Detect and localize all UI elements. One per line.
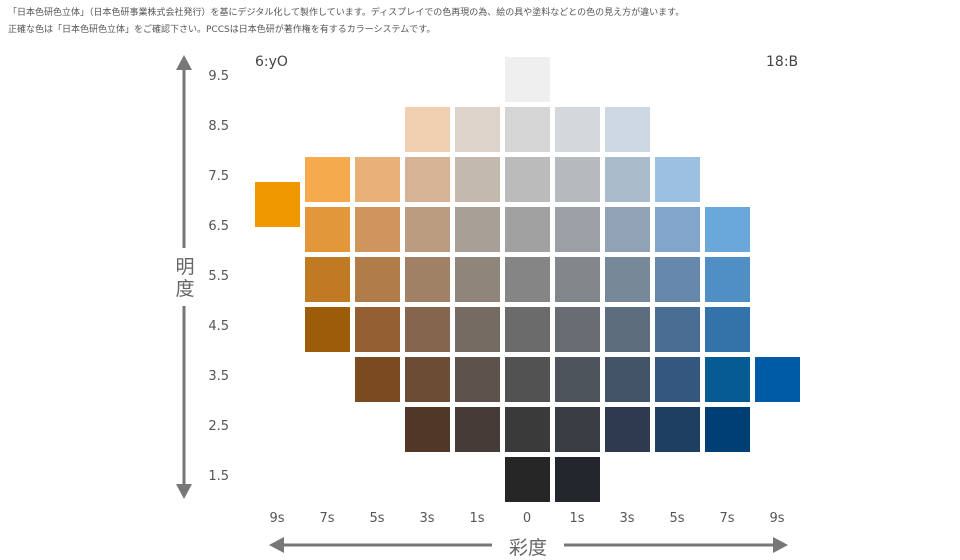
chroma-tick-label: 5s xyxy=(369,511,385,526)
color-swatch[interactable] xyxy=(455,307,500,352)
chroma-tick-label: 7s xyxy=(719,511,735,526)
color-swatch[interactable] xyxy=(405,407,450,452)
value-tick-label: 4.5 xyxy=(208,319,229,334)
color-swatch[interactable] xyxy=(505,407,550,452)
value-tick-label: 8.5 xyxy=(208,119,229,134)
color-swatch[interactable] xyxy=(455,157,500,202)
value-tick-label: 7.5 xyxy=(208,169,229,184)
color-swatch[interactable] xyxy=(505,157,550,202)
color-swatch[interactable] xyxy=(455,107,500,152)
color-swatch[interactable] xyxy=(655,357,700,402)
note-line-2: 正確な色は「日本色研色立体」をご確認下さい。PCCSは日本色研が著作権を有するカ… xyxy=(8,25,436,35)
hue-label-left: 6:yO xyxy=(255,54,288,70)
color-swatch[interactable] xyxy=(455,357,500,402)
color-swatch[interactable] xyxy=(605,257,650,302)
color-swatch[interactable] xyxy=(555,357,600,402)
color-swatch[interactable] xyxy=(655,307,700,352)
chroma-tick-label: 0 xyxy=(522,511,532,526)
color-swatch[interactable] xyxy=(555,207,600,252)
color-swatch[interactable] xyxy=(405,157,450,202)
color-swatch[interactable] xyxy=(555,157,600,202)
color-swatch[interactable] xyxy=(605,107,650,152)
color-swatch[interactable] xyxy=(705,357,750,402)
value-tick-label: 3.5 xyxy=(208,369,229,384)
color-swatch[interactable] xyxy=(755,357,800,402)
copyright-notes: 「日本色研色立体」（日本色研事業株式会社発行）を基にデジタル化して製作しています… xyxy=(8,5,684,39)
value-tick-label: 2.5 xyxy=(208,419,229,434)
chroma-axis-title: 彩度 xyxy=(508,537,547,559)
color-swatch[interactable] xyxy=(455,207,500,252)
color-swatch[interactable] xyxy=(355,207,400,252)
value-axis-arrow-down-icon xyxy=(176,484,192,499)
color-swatch[interactable] xyxy=(655,257,700,302)
color-swatch[interactable] xyxy=(605,207,650,252)
color-swatch[interactable] xyxy=(555,307,600,352)
color-swatch[interactable] xyxy=(405,257,450,302)
color-swatch[interactable] xyxy=(455,407,500,452)
color-swatch[interactable] xyxy=(355,357,400,402)
color-swatch[interactable] xyxy=(505,207,550,252)
color-swatch[interactable] xyxy=(605,307,650,352)
color-swatch[interactable] xyxy=(705,207,750,252)
color-swatch[interactable] xyxy=(305,307,350,352)
color-swatch[interactable] xyxy=(405,207,450,252)
color-swatch[interactable] xyxy=(305,257,350,302)
color-swatch[interactable] xyxy=(505,357,550,402)
color-swatch[interactable] xyxy=(655,407,700,452)
color-swatch[interactable] xyxy=(305,157,350,202)
color-swatch[interactable] xyxy=(705,307,750,352)
color-swatch[interactable] xyxy=(505,257,550,302)
color-swatch[interactable] xyxy=(355,307,400,352)
value-tick-label: 1.5 xyxy=(208,469,229,484)
color-swatch[interactable] xyxy=(305,207,350,252)
color-swatch[interactable] xyxy=(655,207,700,252)
chroma-tick-label: 1s xyxy=(469,511,485,526)
color-swatch[interactable] xyxy=(355,157,400,202)
color-swatch[interactable] xyxy=(405,357,450,402)
color-swatch[interactable] xyxy=(555,407,600,452)
color-swatch[interactable] xyxy=(705,407,750,452)
chroma-tick-label: 9s xyxy=(269,511,285,526)
value-tick-label: 9.5 xyxy=(208,69,229,84)
color-swatch[interactable] xyxy=(555,257,600,302)
color-swatch[interactable] xyxy=(405,307,450,352)
value-tick-label: 5.5 xyxy=(208,269,229,284)
color-swatch[interactable] xyxy=(255,182,300,227)
chroma-tick-label: 9s xyxy=(769,511,785,526)
color-swatch[interactable] xyxy=(505,307,550,352)
chroma-axis-arrow-left-icon xyxy=(269,537,284,553)
value-axis-arrow-up-icon xyxy=(176,55,192,70)
chroma-tick-label: 5s xyxy=(669,511,685,526)
chroma-tick-label: 3s xyxy=(419,511,435,526)
chroma-tick-label: 7s xyxy=(319,511,335,526)
color-swatch[interactable] xyxy=(505,107,550,152)
color-swatch[interactable] xyxy=(555,107,600,152)
value-tick-label: 6.5 xyxy=(208,219,229,234)
color-swatch[interactable] xyxy=(605,407,650,452)
chroma-tick-label: 3s xyxy=(619,511,635,526)
hue-label-right: 18:B xyxy=(766,54,799,70)
color-swatch[interactable] xyxy=(455,257,500,302)
chroma-axis-arrow-right-icon xyxy=(773,537,788,553)
color-swatch[interactable] xyxy=(655,157,700,202)
color-swatch[interactable] xyxy=(405,107,450,152)
color-swatch[interactable] xyxy=(705,257,750,302)
color-swatch[interactable] xyxy=(355,257,400,302)
color-swatch[interactable] xyxy=(605,157,650,202)
color-swatch[interactable] xyxy=(505,457,550,502)
note-line-1: 「日本色研色立体」（日本色研事業株式会社発行）を基にデジタル化して製作しています… xyxy=(8,8,685,18)
color-swatch[interactable] xyxy=(605,357,650,402)
value-axis-title: 明度 xyxy=(175,256,195,300)
chroma-tick-label: 1s xyxy=(569,511,585,526)
color-swatch[interactable] xyxy=(505,57,550,102)
color-swatch[interactable] xyxy=(555,457,600,502)
